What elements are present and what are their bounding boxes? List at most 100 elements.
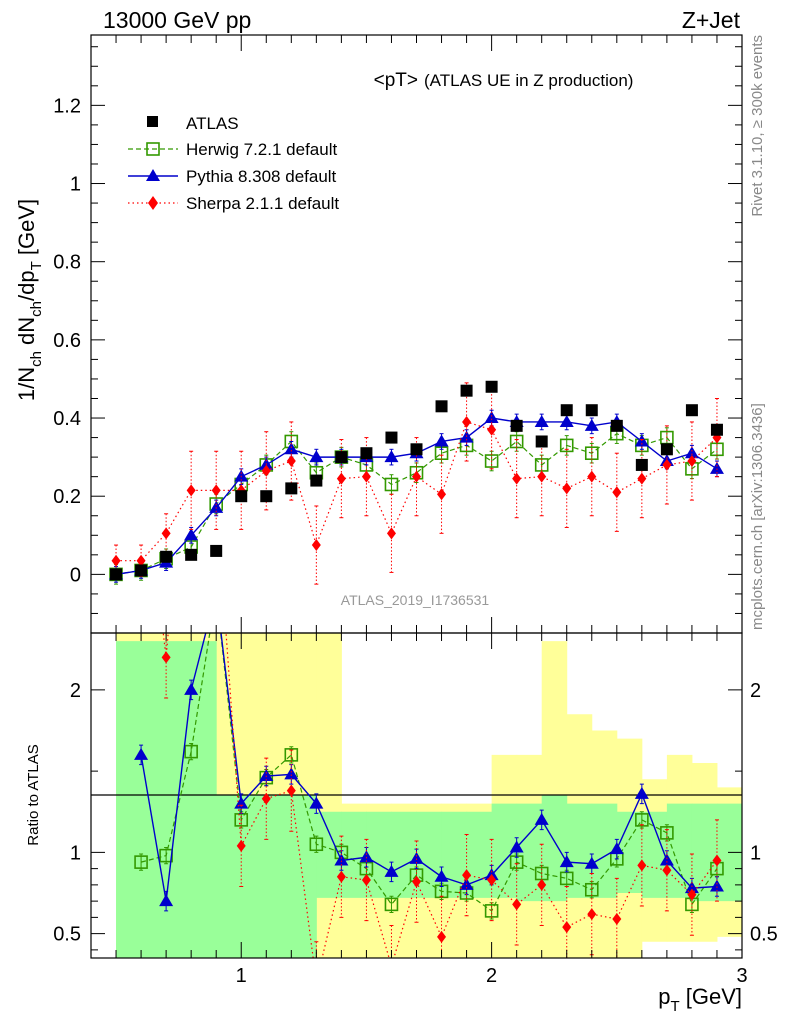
main-y-tick-label: 0.4 bbox=[53, 408, 81, 430]
ratio-pythia-point bbox=[434, 869, 449, 882]
main-pythia-point bbox=[484, 411, 499, 424]
main-sherpa-point bbox=[687, 455, 697, 468]
ratio-band-green bbox=[641, 811, 668, 898]
ratio-pythia-point bbox=[309, 796, 324, 809]
ratio-sherpa-line bbox=[162, 633, 718, 958]
ratio-band-green bbox=[266, 795, 292, 958]
ratio-y-tick-label-right: 2 bbox=[750, 680, 761, 702]
ratio-sherpa-point bbox=[612, 913, 622, 925]
main-atlas-point bbox=[235, 490, 248, 503]
ratio-y-tick-label-right: 1 bbox=[750, 842, 761, 864]
main-pythia-point bbox=[709, 461, 724, 474]
main-atlas-point bbox=[360, 447, 373, 460]
ratio-pythia-point bbox=[284, 767, 299, 780]
ratio-sherpa-point bbox=[312, 976, 321, 988]
ratio-pythia-point bbox=[534, 812, 549, 825]
main-atlas-point bbox=[460, 384, 473, 397]
ratio-herwig-point bbox=[184, 744, 198, 759]
main-sherpa-point bbox=[537, 470, 547, 483]
main-atlas-point bbox=[310, 474, 323, 487]
legend-herwig-marker bbox=[146, 142, 160, 156]
legend-pythia-label: Pythia 8.308 default bbox=[186, 167, 337, 186]
ratio-pythia-line bbox=[140, 633, 718, 902]
ratio-sherpa-point bbox=[437, 930, 447, 943]
ratio-pythia-point bbox=[634, 786, 649, 799]
main-sherpa-point bbox=[487, 423, 497, 436]
ratio-pythia-point bbox=[584, 856, 599, 869]
ratio-band-green bbox=[391, 811, 417, 898]
main-atlas-point bbox=[610, 419, 623, 432]
main-sherpa-point bbox=[111, 554, 121, 567]
analysis-watermark: ATLAS_2019_I1736531 bbox=[341, 592, 490, 608]
ratio-sherpa-point bbox=[336, 870, 346, 883]
ratio-sherpa-point bbox=[361, 874, 371, 886]
ratio-band-green bbox=[691, 803, 718, 902]
ratio-pythia-point bbox=[184, 682, 199, 695]
main-y-tick-label: 1 bbox=[70, 174, 81, 196]
main-sherpa-point bbox=[412, 470, 421, 483]
main-pythia-point bbox=[534, 414, 549, 427]
main-pythia-point bbox=[209, 500, 224, 513]
ratio-sherpa-point bbox=[462, 869, 472, 882]
ratio-band-green bbox=[541, 795, 568, 902]
ratio-y-tick-label-left: 2 bbox=[70, 680, 81, 702]
main-herwig-point bbox=[559, 438, 574, 453]
ratio-pythia-point bbox=[159, 894, 174, 907]
ratio-band-green bbox=[116, 641, 142, 958]
x-axis-label: pT [GeV] bbox=[658, 984, 742, 1015]
main-sherpa-point bbox=[336, 472, 346, 485]
main-sherpa-point bbox=[612, 486, 622, 499]
ratio-sherpa-point bbox=[261, 792, 271, 805]
ratio-herwig-point bbox=[309, 837, 324, 852]
header-energy-label: 13000 GeV pp bbox=[103, 7, 251, 33]
ratio-pythia-point bbox=[409, 851, 424, 864]
main-atlas-point bbox=[335, 451, 348, 464]
ratio-panel-frame bbox=[90, 632, 743, 959]
ratio-band-green bbox=[666, 803, 693, 898]
ratio-sherpa-point bbox=[562, 921, 572, 934]
main-sherpa-point bbox=[637, 472, 647, 485]
legend-pythia-marker bbox=[146, 169, 160, 181]
main-atlas-point bbox=[160, 550, 173, 563]
main-atlas-point bbox=[435, 400, 448, 413]
legend-sherpa-marker bbox=[148, 196, 158, 210]
ratio-y-tick-label-right: 0.5 bbox=[750, 924, 778, 946]
main-sherpa-point bbox=[211, 484, 221, 497]
ratio-band-green bbox=[291, 795, 317, 958]
x-tick-label: 2 bbox=[486, 965, 497, 987]
main-atlas-point bbox=[535, 435, 548, 448]
main-sherpa-point bbox=[311, 539, 321, 552]
ratio-band-green bbox=[216, 795, 242, 958]
main-atlas-point bbox=[185, 548, 198, 561]
ratio-plot-area bbox=[134, 633, 724, 988]
ratio-sherpa-point bbox=[387, 960, 396, 972]
ratio-pythia-point bbox=[259, 769, 274, 781]
ratio-herwig-point bbox=[660, 826, 674, 840]
ratio-pythia-point bbox=[559, 855, 574, 868]
main-y-tick-label: 0.2 bbox=[53, 486, 81, 508]
main-subtitle: (ATLAS UE in Z production) bbox=[424, 71, 633, 90]
ratio-sherpa-point bbox=[637, 859, 647, 872]
legend-herwig-label: Herwig 7.2.1 default bbox=[186, 140, 337, 159]
ratio-pythia-point bbox=[709, 879, 724, 892]
ratio-pythia-point bbox=[234, 796, 249, 809]
main-sherpa-point bbox=[662, 458, 672, 471]
main-atlas-point bbox=[110, 568, 123, 581]
legend-atlas-marker bbox=[147, 116, 158, 127]
main-sherpa-point bbox=[587, 470, 597, 483]
x-tick-label: 1 bbox=[236, 965, 247, 987]
main-atlas-point bbox=[685, 404, 698, 417]
rivet-version-label: Rivet 3.1.10, ≥ 300k events bbox=[749, 35, 766, 217]
ratio-sherpa-point bbox=[587, 908, 597, 921]
ratio-sherpa-point bbox=[412, 875, 421, 888]
legend-atlas-label: ATLAS bbox=[186, 114, 239, 133]
main-y-tick-label: 0.6 bbox=[53, 330, 81, 352]
main-atlas-point bbox=[510, 419, 523, 432]
main-sherpa-point bbox=[462, 415, 472, 428]
main-plot-area bbox=[109, 380, 724, 585]
main-title: <pT> bbox=[374, 70, 418, 91]
header-process-label: Z+Jet bbox=[682, 7, 741, 33]
ratio-band-green bbox=[316, 811, 342, 898]
ratio-pythia-point bbox=[509, 840, 524, 853]
main-atlas-point bbox=[210, 544, 223, 557]
